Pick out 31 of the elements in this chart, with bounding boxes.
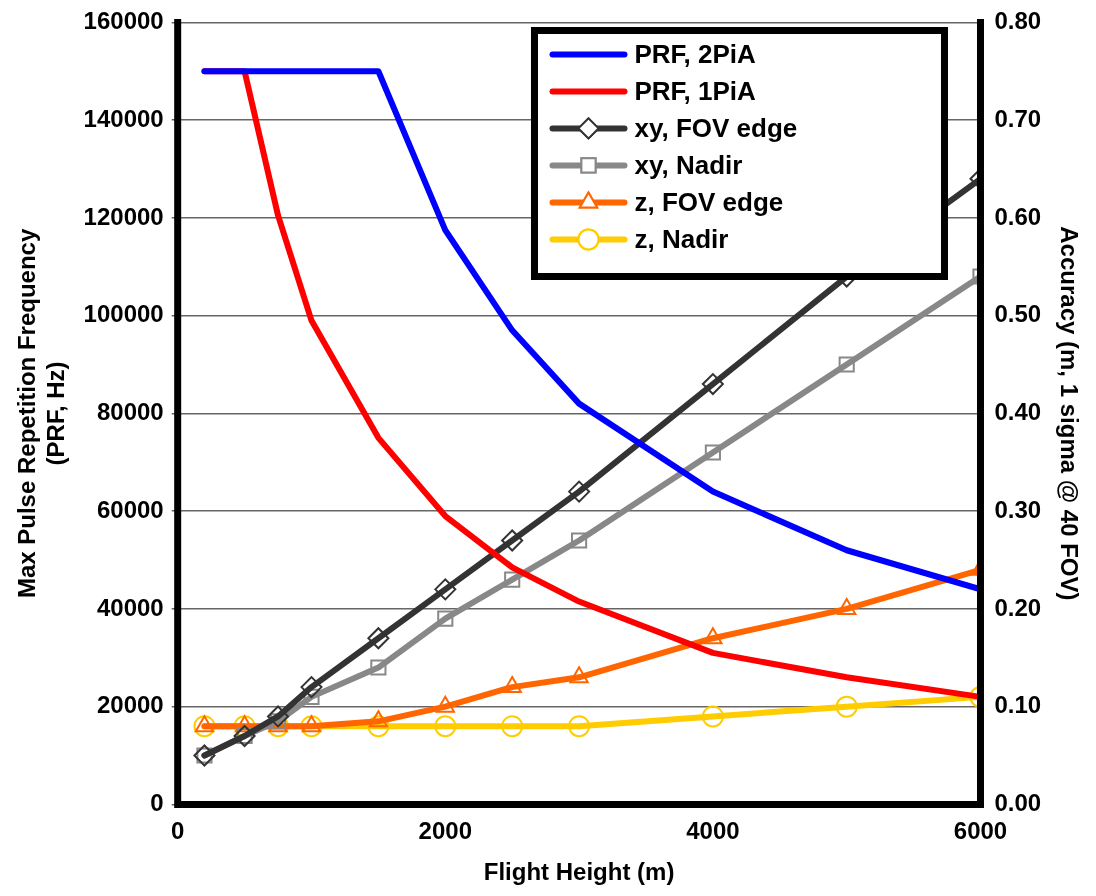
legend-label: PRF, 2PiA [634,38,757,69]
legend-label: z, FOV edge [634,186,784,217]
legend-label: PRF, 1PiA [634,75,757,106]
x-tick-label: 2000 [418,817,472,845]
legend-label: xy, FOV edge [634,112,798,143]
y-tick-label: 40000 [96,593,164,621]
legend-label: xy, Nadir [634,149,743,180]
y-tick-label: 60000 [96,495,164,523]
y-tick-label: 20000 [96,691,164,719]
y2-tick-label: 0.80 [994,7,1042,35]
legend-label: z, Nadir [634,223,729,254]
y-axis-title: Max Pulse Repetition Frequency (PRF, Hz) [13,228,69,599]
y-tick-label: 140000 [83,104,164,132]
x-tick-label: 4000 [686,817,740,845]
y2-tick-label: 0.70 [994,104,1042,132]
y2-axis-title: Accuracy (m, 1 sigma @ 40 FOV) [1055,226,1083,601]
y2-tick-label: 0.50 [994,300,1042,328]
y-tick-label: 120000 [83,202,164,230]
y-tick-label: 100000 [83,300,164,328]
x-tick-label: 6000 [953,817,1008,845]
y2-tick-label: 0.30 [994,495,1042,523]
y2-tick-label: 0.00 [994,789,1042,817]
y-tick-label: 0 [150,789,164,817]
x-axis-title: Flight Height (m) [483,858,675,886]
y2-tick-label: 0.10 [994,691,1042,719]
y2-tick-label: 0.20 [994,593,1042,621]
x-tick-label: 0 [171,817,185,845]
y2-tick-label: 0.60 [994,202,1042,230]
y-tick-label: 80000 [96,398,164,426]
y2-tick-label: 0.40 [994,398,1042,426]
y-tick-label: 160000 [83,7,164,35]
